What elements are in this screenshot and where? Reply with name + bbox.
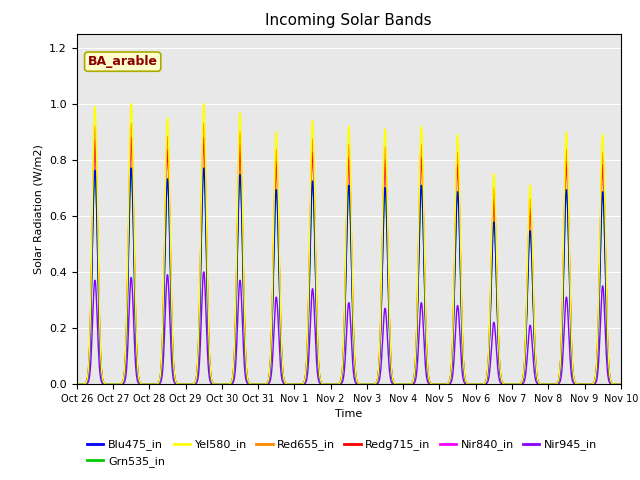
Line: Red655_in: Red655_in xyxy=(77,123,621,384)
Nir945_in xyxy=(330,381,338,387)
Blu475_in xyxy=(330,381,338,387)
Yel580_in xyxy=(127,101,135,107)
Line: Nir945_in: Nir945_in xyxy=(77,272,621,384)
Redg715_in xyxy=(588,381,595,387)
Blu475_in xyxy=(258,381,266,387)
Nir945_in xyxy=(594,368,602,373)
Yel580_in xyxy=(470,381,478,387)
Title: Incoming Solar Bands: Incoming Solar Bands xyxy=(266,13,432,28)
Nir945_in xyxy=(73,381,81,387)
Grn535_in xyxy=(258,381,266,387)
Nir840_in xyxy=(594,332,602,338)
Redg715_in xyxy=(73,381,81,387)
Line: Redg715_in: Redg715_in xyxy=(77,137,621,384)
Grn535_in xyxy=(470,381,478,387)
Blu475_in xyxy=(617,381,625,387)
Nir840_in xyxy=(588,381,595,387)
Grn535_in xyxy=(127,165,135,171)
Red655_in xyxy=(127,120,135,126)
Nir840_in xyxy=(258,381,266,387)
Nir840_in xyxy=(330,381,338,387)
Grn535_in xyxy=(486,327,493,333)
Yel580_in xyxy=(258,381,266,387)
Grn535_in xyxy=(594,337,602,343)
Grn535_in xyxy=(617,381,625,387)
Redg715_in xyxy=(258,381,266,387)
Nir840_in xyxy=(127,137,135,143)
Nir945_in xyxy=(486,367,493,372)
Red655_in xyxy=(617,381,625,387)
Yel580_in xyxy=(594,324,602,330)
Blu475_in xyxy=(588,381,595,387)
Line: Yel580_in: Yel580_in xyxy=(77,104,621,384)
Yel580_in xyxy=(486,311,493,316)
Blu475_in xyxy=(486,327,493,333)
Redg715_in xyxy=(617,381,625,387)
Red655_in xyxy=(594,329,602,335)
Nir945_in xyxy=(617,381,625,387)
Red655_in xyxy=(486,316,493,322)
Nir945_in xyxy=(588,381,595,387)
X-axis label: Time: Time xyxy=(335,409,362,419)
Blu475_in xyxy=(73,381,81,387)
Nir840_in xyxy=(470,381,478,387)
Red655_in xyxy=(330,381,338,387)
Grn535_in xyxy=(73,381,81,387)
Blu475_in xyxy=(127,165,135,171)
Legend: Blu475_in, Grn535_in, Yel580_in, Red655_in, Redg715_in, Nir840_in, Nir945_in: Blu475_in, Grn535_in, Yel580_in, Red655_… xyxy=(83,435,602,471)
Nir840_in xyxy=(73,381,81,387)
Grn535_in xyxy=(588,381,595,387)
Red655_in xyxy=(470,381,478,387)
Yel580_in xyxy=(617,381,625,387)
Redg715_in xyxy=(486,319,493,325)
Nir840_in xyxy=(617,381,625,387)
Redg715_in xyxy=(470,381,478,387)
Line: Blu475_in: Blu475_in xyxy=(77,168,621,384)
Red655_in xyxy=(73,381,81,387)
Redg715_in xyxy=(594,331,602,337)
Blu475_in xyxy=(470,381,478,387)
Nir945_in xyxy=(470,381,478,387)
Line: Grn535_in: Grn535_in xyxy=(77,168,621,384)
Grn535_in xyxy=(330,381,338,387)
Nir945_in xyxy=(200,269,207,275)
Text: BA_arable: BA_arable xyxy=(88,55,157,68)
Red655_in xyxy=(588,381,595,387)
Yel580_in xyxy=(73,381,81,387)
Y-axis label: Solar Radiation (W/m2): Solar Radiation (W/m2) xyxy=(34,144,44,274)
Redg715_in xyxy=(330,381,338,387)
Blu475_in xyxy=(594,337,602,343)
Nir840_in xyxy=(486,320,493,325)
Yel580_in xyxy=(330,381,338,387)
Line: Nir840_in: Nir840_in xyxy=(77,140,621,384)
Yel580_in xyxy=(588,381,595,387)
Red655_in xyxy=(258,381,266,387)
Redg715_in xyxy=(127,134,135,140)
Nir945_in xyxy=(258,381,266,387)
